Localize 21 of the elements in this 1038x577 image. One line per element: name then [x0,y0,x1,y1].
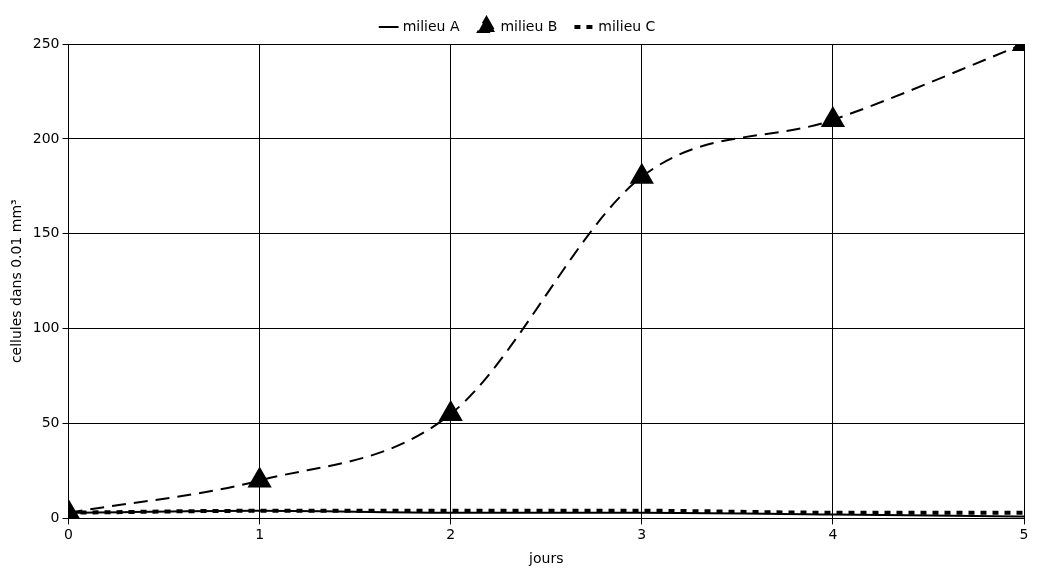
x-tick-label: 3 [637,526,647,543]
point [439,401,463,422]
legend-label: milieu C [598,17,656,34]
y-tick-label: 250 [32,34,60,51]
x-tick-label: 4 [828,526,838,543]
legend-label: milieu B [500,17,558,34]
y-tick-label: 200 [32,129,60,146]
x-axis-title: jours [528,550,564,567]
legend-label: milieu A [402,17,460,34]
x-tick-label: 2 [446,526,456,543]
y-tick-label: 0 [50,509,60,526]
point [248,467,272,488]
point [821,106,845,127]
x-tick-label: 5 [1019,526,1029,543]
y-tick-label: 100 [32,319,60,336]
y-tick-label: 50 [41,414,60,431]
x-tick-label: 0 [64,526,73,543]
y-tick-label: 150 [32,224,60,241]
point [630,163,654,184]
x-tick-label: 1 [255,526,265,543]
y-axis-title: cellules dans 0.01 mm³ [8,199,25,364]
